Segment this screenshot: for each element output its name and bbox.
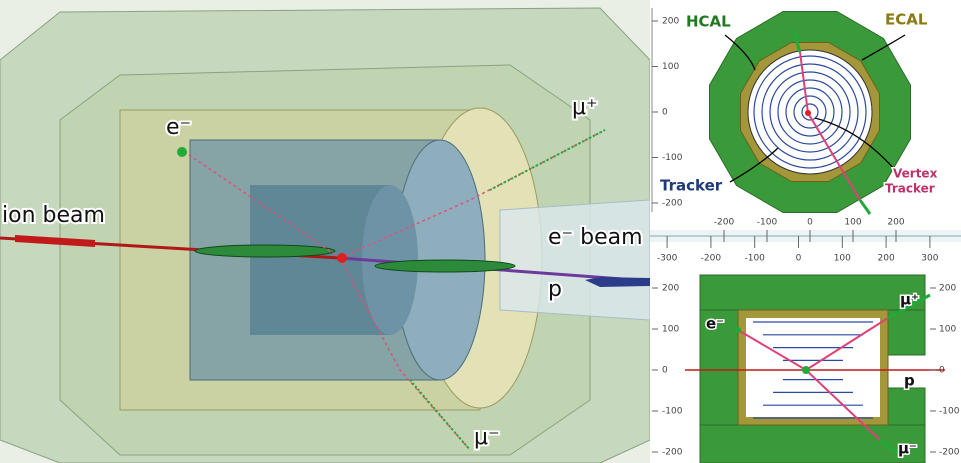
ion-beam-label: ion beam [2,203,105,228]
x-tick-label: 200 [878,254,895,264]
tracker-label: Tracker [660,177,723,195]
y-tick-label: -100 [662,153,683,163]
x-tick-label: 100 [834,254,851,264]
y-tick-label: 0 [939,366,945,376]
side-electron-label: e⁻ [706,315,724,333]
side-view [685,274,945,463]
y-tick-label: 200 [662,284,679,294]
tracker-layer [785,87,835,137]
y-tick-label: 100 [662,62,679,72]
ecal-label: ECAL [885,11,928,29]
x-tick-label: -200 [714,218,735,228]
x-tick-label: 300 [921,254,938,264]
vertex-tracker-label: Tracker [885,182,935,196]
tracker-layer [753,55,867,169]
y-tick-label: 0 [662,366,668,376]
tracker-layer [777,79,843,145]
mu-plus-label: μ⁺ [572,95,598,120]
side-mu-plus-label: μ⁺ [900,291,919,309]
x-tick-label: -300 [657,254,678,264]
y-tick-label: -200 [662,199,683,209]
y-tick-label: -100 [939,407,960,417]
hcal-label: HCAL [686,13,731,31]
y-tick-label: 0 [662,108,668,118]
detector-3d [0,0,650,463]
tracker-layer [761,63,859,161]
y-tick-label: -200 [662,448,683,458]
x-tick-label: -200 [701,254,722,264]
y-tick-label: 200 [939,284,956,294]
y-tick-label: 200 [662,17,679,27]
y-tick-label: 100 [939,325,956,335]
y-tick-label: -200 [939,448,960,458]
proton-label: p [548,277,562,302]
tracker-layer [793,95,827,129]
side-proton-label: p [904,372,915,390]
tracker-layer [801,103,819,121]
e-beam-label: e⁻ beam [548,225,643,250]
side-mu-minus-label: μ⁻ [898,440,917,458]
top-view [650,0,961,215]
x-tick-label: 200 [887,218,904,228]
x-tick-label: 0 [796,254,802,264]
x-tick-label: 100 [844,218,861,228]
y-tick-label: -100 [662,407,683,417]
x-tick-label: 0 [807,218,813,228]
x-tick-label: -100 [757,218,778,228]
y-tick-label: 100 [662,325,679,335]
vertex-tracker-label: Vertex [893,167,938,181]
tracker-layer [769,71,851,153]
electron-label: e⁻ [166,115,191,140]
mu-minus-label: μ⁻ [474,425,500,450]
x-tick-label: -100 [744,254,765,264]
